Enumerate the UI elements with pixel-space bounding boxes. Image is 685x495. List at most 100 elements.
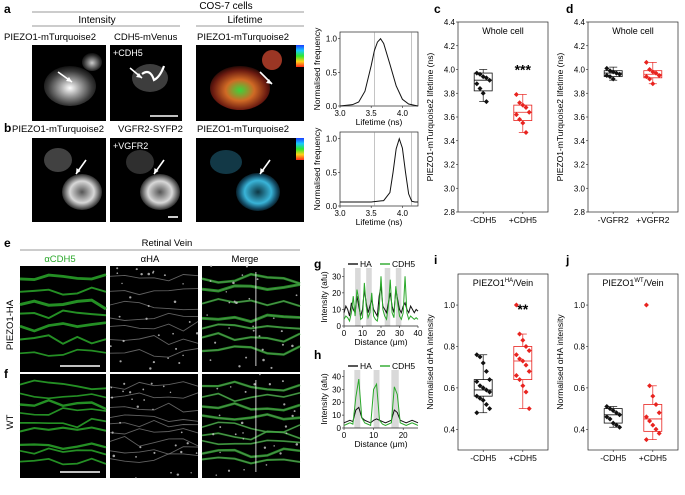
ha-signal [109,312,199,321]
speckle [263,446,267,449]
speckle [140,272,143,276]
data-point [523,389,529,395]
speckle [119,421,122,424]
speckle [252,325,254,328]
data-point [604,65,610,71]
speckle [291,344,294,348]
row-label-wt: WT [5,414,16,429]
y-axis-label: Intensity (afu) [319,271,329,323]
speckle [228,301,231,304]
data-point [477,395,483,401]
highlight-band [366,268,372,326]
y-tick-label: 40 [332,372,341,381]
speckle [143,399,146,401]
speckle [227,469,231,472]
ha-signal [109,348,199,358]
y-axis-label: Normalised frequency [312,27,322,110]
speckle [119,360,122,363]
speckle [240,421,244,425]
x-axis-label: Lifetime (ns) [356,117,403,127]
data-point [607,406,613,412]
speckle [281,343,284,346]
speckle [228,327,230,329]
vessel-signal [201,439,301,446]
micrograph-b-lifetime [196,138,304,222]
y-tick-label: 0.6 [574,384,586,393]
data-point [520,120,526,126]
retinal-vein-micrographs [19,265,301,479]
data-point [526,406,532,412]
row-b-label3: PIEZO1-mTurquoise2 [197,124,289,135]
panel-letter-h: h [314,348,321,362]
x-tick-label: 20 [377,329,386,338]
ha-signal [109,321,199,332]
speckle [285,432,288,435]
data-point [520,102,526,108]
data-point [643,74,649,80]
data-point [653,401,659,407]
speckle [233,300,236,303]
row-a-label2: CDH5-mVenus [114,32,178,43]
boxplot-d: 2.8 3.0 3.2 3.4 3.6 3.8 4.0 4.2 4.4 PIEZO1-mTurqu… [555,18,679,225]
speckle [152,360,156,364]
col-ha-label: αHA [141,254,160,265]
data-point [643,59,649,65]
plot-frame [587,21,679,213]
vessel-signal [19,447,107,456]
boxplot-c: 2.8 3.0 3.2 3.4 3.6 3.8 4.0 4.2 4.4 PIEZO1-mTurqu… [425,18,549,225]
data-point [610,408,616,414]
distribution-curve [340,137,418,203]
speckle [182,354,184,357]
ha-signal [201,413,301,420]
row-a-label3: PIEZO1-mTurquoise2 [197,32,289,43]
row-b-label1: PIEZO1-mTurquoise2 [12,124,104,135]
series-line-cdh5 [343,276,419,323]
ha-signal [201,439,301,445]
highlight-band [373,370,380,428]
data-point [513,352,519,358]
vessel-signal [201,345,301,356]
vessel-signal [19,286,107,296]
category-label: -CDH5 [470,453,496,463]
vessel-signal [201,391,301,403]
intensity-title: Intensity [78,15,115,26]
data-point [604,404,610,410]
highlight-band [354,370,361,428]
speckle [262,358,265,362]
data-point [656,430,662,436]
data-point [526,348,532,354]
speckle [243,468,245,471]
panel-letter-f: f [4,367,9,381]
data-point [523,343,529,349]
speckle [248,297,251,300]
ha-signal [201,430,301,441]
x-tick-label: 40 [414,329,423,338]
speckle [173,300,177,304]
legend-label-ha: HA [360,259,372,269]
data-point [610,420,616,426]
x-tick-label: 10 [358,329,367,338]
ha-signal [201,345,301,356]
y-tick-label: 0.4 [574,425,586,434]
data-point [483,99,489,105]
data-point [604,414,610,420]
speckle [279,452,282,455]
speckle [135,477,137,479]
speckle [268,383,272,386]
y-axis-label: PIEZO1-mTurquoise2 lifetime (ns) [425,53,435,182]
x-axis-label: Distance (μm) [354,337,407,347]
y-tick-label: 30 [332,385,341,394]
speckle [172,332,174,335]
intensity-profile-g: 0 10 20 30 0 10 20 30 40 Distance (μm) Intensity (… [319,259,423,347]
speckle [129,296,132,299]
vessel-signal [19,457,107,466]
plot-title: Whole cell [482,26,524,36]
col-cdh5-label: αCDH5 [44,254,75,265]
speckle [178,361,181,364]
panel-letter-e: e [4,236,11,250]
y-tick-label: 0.6 [444,384,456,393]
speckle [188,321,191,323]
y-tick-label: 30 [332,272,341,281]
data-point [613,410,619,416]
